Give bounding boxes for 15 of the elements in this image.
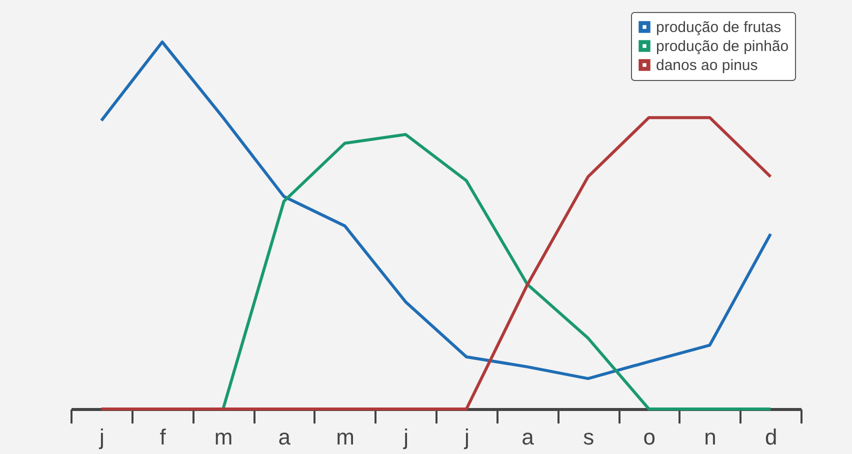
x-tick-label: d [764,424,778,450]
x-tick-label: j [98,424,104,450]
x-tick-label: f [160,424,167,450]
x-tick-label: m [336,424,354,450]
x-tick-label: a [522,424,535,450]
x-tick-label: m [214,424,233,450]
x-tick-label: o [643,424,656,450]
legend-label: produção de frutas [656,19,782,36]
legend-label: produção de pinhão [656,38,789,55]
x-tick-label: n [704,424,716,450]
x-tick-label: j [402,424,409,450]
x-tick-label: a [278,424,292,450]
x-tick-label: j [463,424,470,450]
x-tick-label: s [583,424,594,450]
legend-label: danos ao pinus [656,57,758,74]
